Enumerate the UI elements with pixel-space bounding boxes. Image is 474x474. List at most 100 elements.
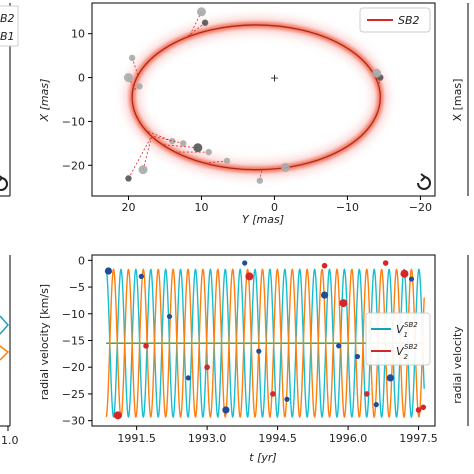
orbit-xtick-label: 20	[121, 201, 135, 214]
rv-point-v2	[113, 411, 122, 420]
orbit-legend: SB2	[359, 7, 431, 33]
orbit-xtick-label: 0	[271, 201, 278, 214]
left-stub-tick: 1.0	[1, 434, 19, 447]
orbit-residual	[285, 163, 304, 168]
rv-point-v2	[364, 391, 370, 397]
rv-point-v2	[382, 260, 389, 266]
rv-legend-label-1: V1SB2	[396, 321, 418, 339]
rv-xtick-label: 1994.5	[258, 432, 297, 445]
orbit-line	[131, 24, 381, 171]
orbit-point	[256, 177, 264, 184]
rv-point-v1	[222, 406, 230, 414]
orbit-point	[223, 157, 231, 165]
rv-ytick-label: −30	[62, 415, 85, 428]
rv-point-v1	[242, 260, 248, 266]
rv-point-v1	[166, 313, 173, 320]
rv-legend: V1SB2 V2SB2	[365, 312, 431, 366]
rv-point-v1	[104, 267, 113, 275]
rv-point-v1	[336, 343, 342, 349]
rv-ytick-label: −25	[62, 388, 85, 401]
orbit-residual	[162, 144, 198, 149]
rv-point-v1	[408, 276, 415, 282]
orbit-x-axis: 20 10 0 −10 −20	[121, 196, 432, 214]
left-stub-bottom: 1.0	[0, 255, 19, 447]
rv-point-v2	[420, 404, 427, 411]
orbit-residual	[142, 136, 153, 170]
rotate-icon-orbit[interactable]	[417, 173, 431, 190]
rotate-icon-left[interactable]	[0, 175, 8, 191]
rv-points	[104, 260, 427, 420]
right-stub: X [mas] radial velocity	[451, 3, 469, 426]
orbit-residual	[188, 11, 202, 37]
orbit-point	[280, 162, 290, 172]
rv-point-v2	[415, 407, 422, 413]
orbit-point	[123, 73, 133, 83]
orbit-point	[169, 137, 176, 145]
rv-point-v2	[400, 269, 409, 278]
orbit-ylabel: X [mas]	[38, 79, 51, 123]
rv-ylabel: radial velocity [km/s]	[38, 284, 51, 400]
rv-y-axis: 0 −5 −10 −15 −20 −25 −30	[62, 254, 92, 428]
orbit-residual	[146, 130, 173, 142]
rv-legend-label-2: V2SB2	[396, 343, 418, 361]
rv-point-v2	[321, 262, 328, 269]
orbit-ellipse	[131, 24, 381, 171]
orbit-point	[196, 7, 206, 17]
orbit-residual	[131, 57, 139, 76]
rv-point-v1	[185, 375, 191, 381]
right-stub-ylabel-bottom: radial velocity	[451, 326, 464, 404]
orbit-residual	[185, 22, 206, 38]
rv-point-v1	[284, 396, 290, 402]
rv-xtick-label: 1993.0	[188, 432, 227, 445]
orbit-xtick-label: −20	[409, 201, 432, 214]
orbit-point	[193, 143, 203, 153]
rv-point-v2	[245, 272, 254, 281]
rv-xtick-label: 1996.0	[329, 432, 368, 445]
rv-xtick-label: 1997.5	[399, 432, 438, 445]
orbit-ytick-label: −10	[62, 115, 85, 128]
orbit-point	[128, 54, 136, 62]
orbit-point	[136, 83, 143, 90]
rv-ytick-label: −20	[62, 361, 85, 374]
orbit-points	[123, 7, 384, 184]
orbit-residual	[128, 135, 152, 179]
orbit-point	[180, 140, 187, 147]
orbit-xtick-label: 10	[194, 201, 208, 214]
orbit-center-marker: +	[270, 72, 279, 85]
rv-point-v2	[204, 364, 210, 371]
rv-ytick-label: −10	[62, 308, 85, 321]
left-stub-legend-1: B2	[0, 12, 15, 25]
orbit-y-axis: 10 0 −10 −20	[62, 28, 92, 172]
rv-x-axis: 1991.5 1993.0 1994.5 1996.0 1997.5	[117, 426, 438, 445]
rv-ytick-label: −15	[62, 335, 85, 348]
orbit-legend-label: SB2	[398, 14, 420, 27]
orbit-point	[205, 148, 212, 156]
rv-point-v2	[339, 299, 348, 308]
rv-point-v1	[256, 348, 262, 354]
orbit-xtick-label: −10	[336, 201, 359, 214]
orbit-point	[372, 68, 382, 78]
orbit-point	[125, 175, 132, 182]
rv-point-v1	[373, 402, 379, 408]
rv-point-v1	[386, 374, 394, 382]
right-stub-ylabel-top: X [mas]	[451, 79, 464, 122]
orbit-ytick-label: 10	[71, 28, 85, 41]
orbit-xlabel: Y [mas]	[242, 213, 284, 226]
rv-point-v1	[320, 291, 329, 299]
left-stub-legend-2: B1	[0, 30, 15, 43]
rv-ytick-label: −5	[69, 281, 85, 294]
rv-point-v2	[270, 391, 276, 397]
orbit-chart: 20 10 0 −10 −20 100−10−20 + Y [mas] X [mas] …	[38, 2, 436, 226]
rv-xtick-label: 1991.5	[117, 432, 156, 445]
rv-point-v1	[138, 273, 144, 279]
rv-point-v2	[143, 343, 149, 349]
left-stub-top: B2 B1	[0, 3, 19, 197]
orbit-ytick-label: −20	[62, 159, 85, 172]
rv-xlabel: t [yr]	[249, 451, 276, 464]
rv-ytick-label: 0	[78, 254, 85, 267]
rv-point-v1	[354, 353, 361, 360]
rv-chart: 1991.5 1993.0 1994.5 1996.0 1997.5 0 −5 −10 −15…	[38, 254, 438, 464]
orbit-point	[138, 165, 148, 175]
orbit-ytick-label: 0	[78, 72, 85, 85]
